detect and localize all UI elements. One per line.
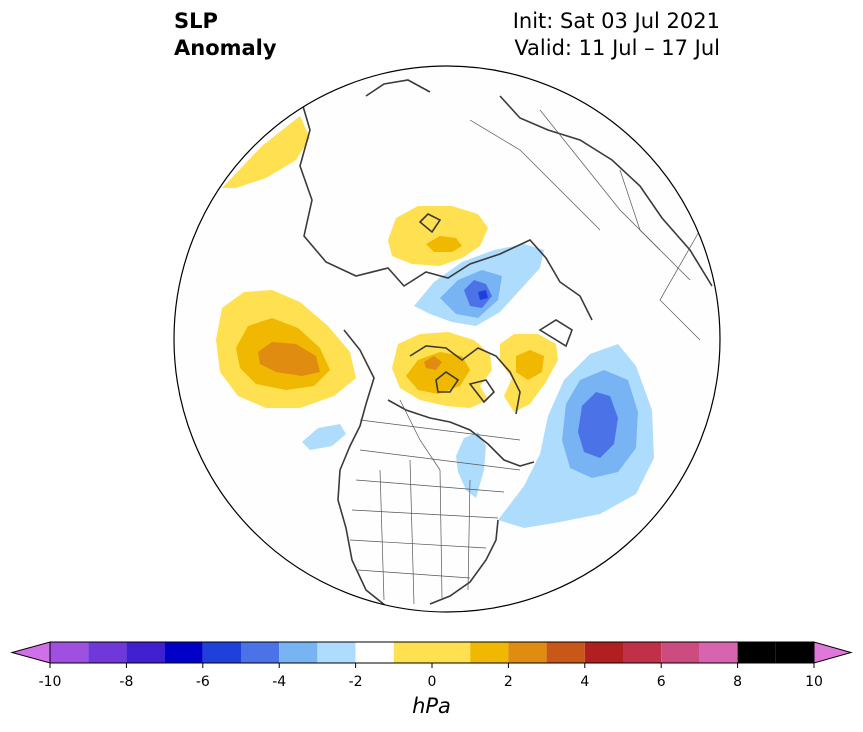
colorbar-extend-min (10, 641, 51, 664)
colorbar-extend-max (813, 641, 853, 664)
colorbar-tick-label: 10 (805, 674, 823, 690)
negative-anomaly-hudson-bay (456, 432, 486, 498)
colorbar-segment (202, 642, 241, 663)
positive-anomaly-laptev (500, 334, 558, 412)
init-date: Init: Sat 03 Jul 2021 (512, 9, 720, 33)
colorbar-tick-label: 8 (733, 674, 743, 690)
borders (349, 109, 701, 605)
colorbar-tick-label: -2 (348, 674, 363, 690)
colorbar-segment (623, 642, 662, 663)
colorbar-tick-label: 6 (656, 674, 666, 690)
negative-anomaly-barents-kara (414, 244, 544, 326)
negative-anomaly-north-pacific-small (302, 424, 346, 450)
positive-anomaly-scandinavia (388, 206, 488, 266)
colorbar-segment (50, 642, 89, 663)
colorbar-segment (164, 642, 203, 663)
colorbar-tick-label: 0 (427, 674, 437, 690)
coastlines (299, 79, 713, 607)
colorbar-segment (775, 642, 814, 663)
colorbar-segment (470, 642, 509, 663)
colorbar-tick-label: 4 (580, 674, 590, 690)
colorbar-tick-label: 2 (503, 674, 513, 690)
map-title-right: Init: Sat 03 Jul 2021 Valid: 11 Jul – 17… (513, 8, 720, 62)
colorbar-segment (393, 642, 471, 663)
colorbar-segment (661, 642, 700, 663)
colorbar-tick-label: -10 (38, 674, 62, 690)
colorbar-segment (317, 642, 356, 663)
colorbar-segment (508, 642, 547, 663)
positive-anomaly-east-siberia-pacific (216, 290, 356, 408)
colorbar-segment (546, 642, 585, 663)
colorbar-segment (584, 642, 623, 663)
colorbar-segment (355, 642, 394, 663)
colorbar-segment (241, 642, 280, 663)
colorbar-segment (699, 642, 738, 663)
colorbar-segment (88, 642, 127, 663)
title-field-sub: Anomaly (174, 36, 277, 60)
colorbar-tick-label: -4 (272, 674, 287, 690)
valid-range: Valid: 11 Jul – 17 Jul (514, 36, 720, 60)
colorbar-tick-label: -8 (119, 674, 134, 690)
colorbar-units-label: hPa (412, 694, 451, 718)
negative-anomaly-north-atlantic (498, 344, 654, 528)
colorbar-segment (126, 642, 165, 663)
map-title-left: SLP Anomaly (174, 8, 277, 62)
colorbar-tick-label: -6 (195, 674, 210, 690)
positive-anomaly-north-atlantic-europe (222, 116, 310, 188)
colorbar-segments (10, 641, 853, 668)
colorbar-segment (737, 642, 776, 663)
title-field: SLP (174, 9, 218, 33)
colorbar-segment (279, 642, 318, 663)
map-boundary (173, 65, 721, 613)
